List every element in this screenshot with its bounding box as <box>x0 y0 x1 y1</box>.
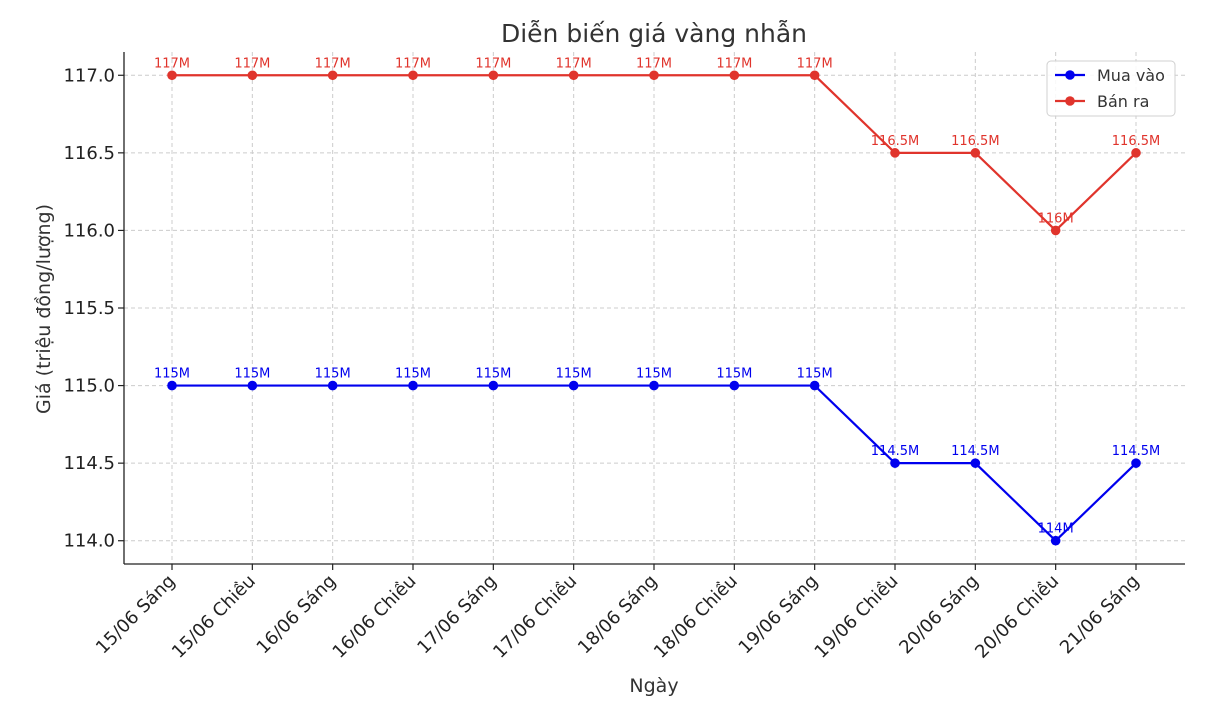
data-point <box>809 380 820 391</box>
data-label: 115M <box>234 367 270 382</box>
legend-marker <box>1065 96 1075 106</box>
x-tick-label: 20/06 Sáng <box>895 571 983 659</box>
data-point <box>890 458 900 468</box>
x-tick-label: 16/06 Chiều <box>329 571 421 663</box>
data-point <box>809 70 820 81</box>
data-label: 114.5M <box>871 444 919 459</box>
data-point <box>568 70 579 81</box>
data-label: 117M <box>556 56 592 71</box>
tick-labels: 114.0 114.5 115.0 115.5 116.0 116.5 117.0 15/06… <box>63 65 1143 662</box>
data-label: 116M <box>1038 211 1074 226</box>
y-tick-label: 114.0 <box>63 531 115 552</box>
data-label: 116.5M <box>871 134 919 149</box>
y-tick-label: 115.5 <box>63 298 115 319</box>
data-point <box>1050 225 1061 236</box>
data-point <box>970 148 981 158</box>
data-point <box>247 70 258 81</box>
data-point <box>1131 458 1141 468</box>
data-label: 117M <box>234 56 270 71</box>
y-tick-label: 115.0 <box>63 376 115 397</box>
data-point <box>247 380 258 391</box>
data-point <box>649 70 659 81</box>
x-tick-label: 21/06 Sáng <box>1056 571 1144 659</box>
data-point <box>1131 148 1141 158</box>
x-tick-label: 18/06 Chiều <box>650 571 742 663</box>
data-point <box>408 380 418 391</box>
legend-label: Mua vào <box>1097 66 1165 85</box>
x-tick-label: 19/06 Chiều <box>811 571 903 663</box>
data-point <box>1050 535 1061 546</box>
data-label: 117M <box>716 56 752 71</box>
legend-label: Bán ra <box>1097 92 1149 111</box>
data-label: 115M <box>395 367 431 382</box>
data-label: 115M <box>636 367 672 382</box>
y-tick-label: 117.0 <box>63 65 115 86</box>
x-tick-label: 20/06 Chiều <box>971 571 1063 663</box>
chart-title: Diễn biến giá vàng nhẫn <box>501 19 807 48</box>
x-tick-label: 18/06 Sáng <box>574 571 662 659</box>
data-label: 115M <box>797 367 833 382</box>
data-labels: 115M 115M 115M 115M 115M 115M 115M 115M 115M 114.… <box>154 56 1160 536</box>
data-point <box>729 70 740 81</box>
data-point <box>327 70 338 81</box>
data-point <box>327 380 338 391</box>
grid <box>124 52 1185 564</box>
x-tick-label: 15/06 Sáng <box>92 571 180 659</box>
data-point <box>408 70 418 81</box>
series <box>167 70 1141 546</box>
data-point <box>729 380 740 391</box>
data-label: 115M <box>475 367 511 382</box>
y-tick-label: 114.5 <box>63 453 115 474</box>
data-point <box>167 380 177 391</box>
x-tick-label: 17/06 Sáng <box>413 571 501 659</box>
data-label: 117M <box>395 56 431 71</box>
x-axis-label: Ngày <box>629 675 678 697</box>
data-point <box>488 380 499 391</box>
x-tick-label: 19/06 Sáng <box>735 571 823 659</box>
data-label: 114.5M <box>951 444 999 459</box>
x-tick-label: 16/06 Sáng <box>253 571 341 659</box>
legend: Mua vào Bán ra <box>1046 60 1176 117</box>
data-label: 114M <box>1038 522 1074 537</box>
data-label: 117M <box>636 56 672 71</box>
x-tick-label: 15/06 Chiều <box>168 571 260 663</box>
y-tick-label: 116.5 <box>63 143 115 164</box>
data-label: 115M <box>716 367 752 382</box>
y-axis-label: Giá (triệu đồng/lượng) <box>33 204 55 414</box>
data-point <box>488 70 499 81</box>
data-label: 116.5M <box>951 134 999 149</box>
x-tick-label: 17/06 Chiều <box>489 571 581 663</box>
data-point <box>167 70 177 81</box>
data-label: 115M <box>556 367 592 382</box>
data-point <box>890 148 900 158</box>
data-point <box>649 380 659 391</box>
data-label: 117M <box>154 56 190 71</box>
data-label: 114.5M <box>1112 444 1160 459</box>
data-label: 116.5M <box>1112 134 1160 149</box>
data-label: 115M <box>154 367 190 382</box>
y-tick-label: 116.0 <box>63 220 115 241</box>
data-label: 115M <box>315 367 351 382</box>
data-point <box>568 380 579 391</box>
legend-marker <box>1065 70 1075 80</box>
data-label: 117M <box>475 56 511 71</box>
data-label: 117M <box>315 56 351 71</box>
data-point <box>970 458 981 468</box>
data-label: 117M <box>797 56 833 71</box>
